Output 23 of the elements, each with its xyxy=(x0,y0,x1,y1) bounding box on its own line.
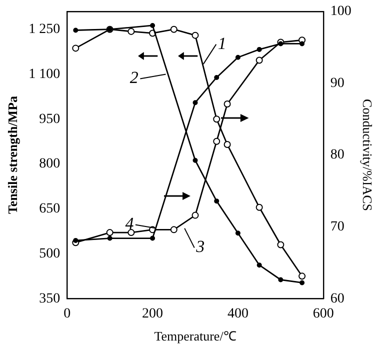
legend-label: 1 xyxy=(218,34,226,53)
y-tick-label: 500 xyxy=(39,246,60,262)
legend-label: 3 xyxy=(195,237,205,256)
y2-tick-label: 60 xyxy=(330,291,344,306)
y2-tick-label: 80 xyxy=(330,148,344,163)
y-tick-label: 800 xyxy=(39,156,60,172)
x-tick-label: 0 xyxy=(64,306,71,322)
y-tick-label: 950 xyxy=(39,112,60,127)
y-axis-title: Tensile strength/MPa xyxy=(5,95,20,214)
y-tick-label: 1 100 xyxy=(28,66,60,82)
x-tick-label: 200 xyxy=(142,306,164,322)
y-tick-label: 650 xyxy=(39,202,60,217)
x-tick-label: 400 xyxy=(227,306,248,322)
x-axis-title: Temperature/℃ xyxy=(154,328,236,344)
y2-tick-label: 100 xyxy=(330,4,352,20)
y-tick-label: 350 xyxy=(39,291,60,306)
y-tick-label: 1 250 xyxy=(28,22,60,38)
series-label: 2 xyxy=(130,68,139,88)
x-tick-label: 600 xyxy=(312,306,334,322)
y2-tick-label: 90 xyxy=(330,76,344,91)
y2-axis-title: Conductivity/%IACS xyxy=(360,99,375,211)
series-label: 4 xyxy=(125,214,134,234)
y2-tick-label: 70 xyxy=(330,219,344,234)
